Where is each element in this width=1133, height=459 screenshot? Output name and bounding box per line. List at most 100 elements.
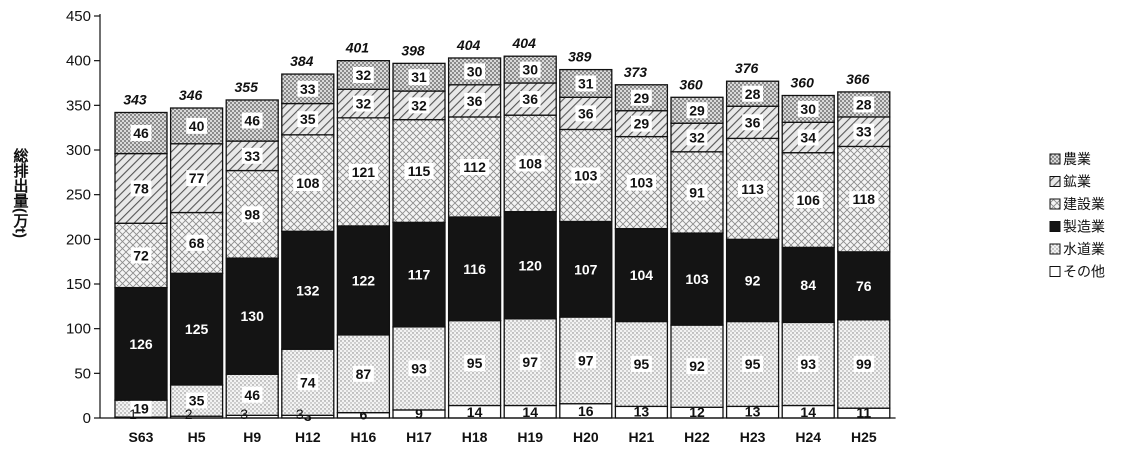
y-tick-label: 400 <box>66 53 91 70</box>
segment-label-bg <box>186 392 207 409</box>
segment-label-bg <box>571 167 601 184</box>
bar-segment-seizo <box>725 238 780 323</box>
y-tick-label: 350 <box>66 97 91 114</box>
legend-label: 製造業 <box>1063 219 1105 235</box>
segment-value-label: 106 <box>797 192 821 208</box>
segment-value-label: 113 <box>741 181 764 197</box>
bar-total-label: 366 <box>846 71 870 87</box>
x-tick-label: H23 <box>740 429 766 445</box>
bar-segment-seizo <box>781 246 835 324</box>
segment-value-label: 36 <box>745 114 761 130</box>
y-axis: 0 50 100 150 200 250 300 350 400 450 <box>66 8 101 427</box>
segment-label-bg <box>686 102 708 119</box>
segment-label-bg <box>515 155 545 172</box>
segment-label-bg <box>353 365 374 382</box>
x-index-label: 2 <box>185 406 193 422</box>
legend-item: 鉱業 <box>1049 174 1091 190</box>
bar-total-label: 373 <box>624 64 648 80</box>
segment-label-bg <box>797 355 819 372</box>
segment-label-bg <box>186 234 207 251</box>
segment-value-label: 32 <box>356 67 372 83</box>
x-index-label: 3 <box>240 406 248 422</box>
segment-label-bg <box>519 91 541 108</box>
legend-item: 製造業 <box>1049 219 1105 235</box>
x-tick-label: H12 <box>295 429 321 445</box>
x-tick-label: H22 <box>684 429 710 445</box>
segment-value-label: 32 <box>356 96 372 112</box>
bars: 1912672784634335125687740346461309833463… <box>114 35 891 424</box>
segment-label-bg <box>575 105 597 122</box>
segment-value-label: 33 <box>300 81 316 97</box>
segment-label-bg <box>686 358 708 375</box>
segment-label-bg <box>353 66 374 83</box>
segment-label-bg <box>797 100 819 117</box>
segment-value-label: 115 <box>408 163 431 179</box>
bar-segment-seizo <box>559 220 613 318</box>
segment-label-bg <box>297 111 319 128</box>
segment-value-label: 112 <box>463 159 486 175</box>
legend-item: 水道業 <box>1049 241 1105 257</box>
legend-item: その他 <box>1049 264 1105 280</box>
segment-label-bg <box>297 80 319 97</box>
segment-value-label: 3 <box>304 408 312 424</box>
segment-value-label: 29 <box>689 102 705 118</box>
segment-value-label: 95 <box>467 355 483 371</box>
y-tick-label: 200 <box>66 231 91 248</box>
segment-value-label: 29 <box>634 90 650 106</box>
segment-value-label: 97 <box>578 352 594 368</box>
segment-value-label: 12 <box>689 404 705 420</box>
bar-total-label: 343 <box>123 91 147 107</box>
x-index-label: 3 <box>296 406 304 422</box>
segment-value-label: 9 <box>415 405 423 421</box>
segment-label-bg <box>686 129 708 146</box>
bar-segment-seizo <box>281 230 335 350</box>
x-tick-label: H9 <box>243 429 261 445</box>
segment-value-label: 104 <box>630 267 654 283</box>
x-tick-label: H18 <box>462 429 488 445</box>
x-tick-label: H24 <box>795 429 821 445</box>
segment-value-label: 13 <box>634 404 650 420</box>
legend-swatch <box>1049 198 1061 210</box>
legend-label: 水道業 <box>1063 241 1105 257</box>
bar-total-label: 401 <box>345 40 370 56</box>
bar-H20: 16 97 107 103 36 31 389 <box>559 49 613 419</box>
segment-label-bg <box>348 163 378 180</box>
segment-value-label: 68 <box>189 235 205 251</box>
bar-H18: 14 95 116 112 36 30 404 <box>447 37 502 420</box>
segment-value-label: 32 <box>689 130 705 146</box>
segment-label-bg <box>793 192 823 209</box>
bar-segment-kensetsu <box>559 128 613 223</box>
segment-label-bg <box>404 162 434 179</box>
bar-H12: 3 74 132 108 35 33 384 <box>281 53 335 424</box>
segment-label-bg <box>626 174 656 191</box>
segment-value-label: 30 <box>800 101 816 117</box>
segment-value-label: 107 <box>574 261 598 277</box>
y-tick-label: 150 <box>66 276 91 293</box>
segment-value-label: 130 <box>241 308 265 324</box>
segment-label-bg <box>293 175 323 192</box>
segment-value-label: 120 <box>519 257 543 273</box>
segment-value-label: 108 <box>296 175 320 191</box>
segment-value-label: 40 <box>189 118 205 134</box>
y-tick-label: 450 <box>66 8 91 25</box>
bar-total-label: 360 <box>679 76 703 92</box>
bar-H5: 35 125 68 77 40 346 <box>169 87 224 419</box>
y-tick-label: 250 <box>66 187 91 204</box>
segment-value-label: 30 <box>522 62 538 78</box>
segment-value-label: 34 <box>800 130 816 146</box>
bar-total-label: 346 <box>179 87 203 103</box>
legend-label: 建設業 <box>1063 196 1105 212</box>
bar-segment-seizo <box>837 251 891 321</box>
segment-label-bg <box>853 96 875 113</box>
bar-total-label: 355 <box>235 79 259 95</box>
y-tick-label: 50 <box>74 365 91 382</box>
segment-value-label: 116 <box>463 261 486 277</box>
bar-segment-seizo <box>614 227 669 323</box>
segment-value-label: 46 <box>244 387 260 403</box>
segment-label-bg <box>130 247 152 264</box>
x-tick-label: H5 <box>188 429 206 445</box>
bar-total-label: 360 <box>791 75 815 91</box>
